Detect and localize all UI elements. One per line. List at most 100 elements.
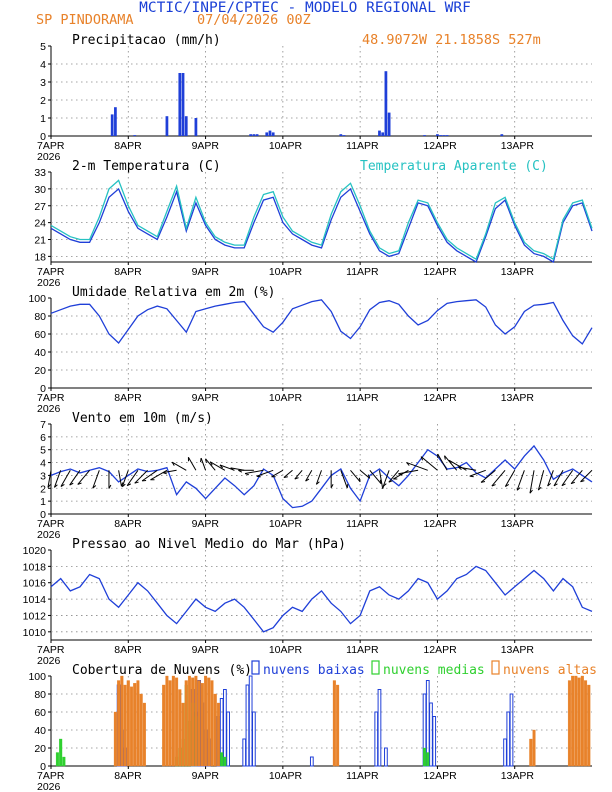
precip-year-label: 2026 (37, 151, 61, 163)
wind-vector (134, 469, 148, 484)
precip-panel-title: Precipitacao (mm/h) (72, 33, 221, 48)
humidity-series-line (50, 299, 593, 345)
clouds-y-tick-label: 40 (34, 725, 46, 737)
precip-y-tick-label: 5 (40, 41, 46, 53)
precip-x-tick-label: 7APR (37, 140, 65, 152)
wind-vector-head (209, 461, 213, 466)
wind-vector-head (388, 480, 393, 483)
cloud-bar-nuvens-altas (113, 711, 117, 767)
cloud-bar-nuvens-medias (220, 752, 224, 767)
wind-vector-head (316, 481, 320, 485)
wind-vector-head (162, 472, 167, 475)
wind-x-tick-label: 9APR (192, 518, 220, 530)
cloud-bar-nuvens-baixas (509, 693, 514, 767)
temperature-y-tick-label: 21 (34, 235, 46, 247)
wind-vector-head (538, 486, 542, 491)
pressure-x-tick-label: 12APR (423, 644, 457, 656)
wind-vector (150, 469, 168, 481)
precip-y-tick-label: 0 (40, 131, 46, 143)
pressure-x-tick-label: 7APR (37, 644, 65, 656)
precip-bar (165, 116, 169, 136)
precip-bar (378, 130, 381, 136)
cloud-bar-nuvens-altas (136, 680, 140, 767)
cloud-bar-nuvens-altas (204, 675, 208, 767)
clouds-year-label: 2026 (37, 781, 61, 792)
cloud-bar-nuvens-baixas (223, 689, 227, 767)
wind-vector-head (505, 484, 510, 487)
precip-bar (445, 135, 449, 136)
temperature-x-tick-label: 8APR (114, 266, 142, 278)
pressure-series-line (50, 565, 593, 633)
wind-vector (580, 469, 593, 483)
wind-vector (118, 470, 122, 487)
wind-vector (244, 469, 264, 475)
precip-y-tick-label: 3 (40, 77, 46, 89)
precip-x-tick-label: 12APR (423, 140, 457, 152)
wind-vector (162, 469, 177, 474)
temperature-x-tick-label: 13APR (501, 266, 535, 278)
temperature-y-tick-label: 30 (34, 184, 46, 196)
wind-vector-head (205, 458, 207, 463)
coords-label: 48.9072W 21.1858S 527m (362, 32, 541, 48)
precip-x-tick-label: 13APR (501, 140, 535, 152)
wind-vector-head (382, 483, 387, 487)
cloud-bar-nuvens-altas (216, 702, 220, 767)
cloud-bar-nuvens-altas (200, 683, 204, 767)
clouds-y-tick-label: 20 (34, 743, 46, 755)
wind-vector-head (238, 469, 243, 473)
temperature-x-tick-label: 9APR (192, 266, 220, 278)
clouds-x-tick-label: 13APR (501, 770, 535, 782)
wind-vector-head (126, 483, 131, 487)
cloud-bar-nuvens-baixas (252, 711, 256, 767)
clouds-x-tick-label: 11APR (346, 770, 379, 782)
humidity-y-tick-label: 100 (28, 293, 46, 305)
cloud-bar-nuvens-altas (187, 675, 191, 767)
wind-vector (398, 469, 419, 475)
wind-vector (60, 470, 71, 487)
temperature-y-tick-label: 27 (34, 201, 46, 213)
cloud-bar-nuvens-altas (587, 684, 591, 767)
cloud-bar-nuvens-medias (62, 756, 66, 767)
clouds-x-tick-label: 7APR (37, 770, 65, 782)
wind-year-label: 2026 (37, 529, 61, 541)
apparent-temperature-legend: Temperatura Aparente (C) (360, 159, 548, 174)
wind-vector-head (219, 464, 224, 469)
cloud-bar-nuvens-altas (191, 677, 195, 767)
precip-x-tick-label: 10APR (269, 140, 303, 152)
wind-vector (141, 469, 158, 482)
cloud-bar-nuvens-altas (574, 675, 578, 767)
wind-vector (283, 469, 293, 478)
pressure-x-tick-label: 13APR (501, 644, 535, 656)
wind-vector (187, 457, 197, 471)
wind-vector (553, 470, 564, 487)
wind-y-tick-label: 4 (40, 458, 46, 470)
wind-vector-head (547, 483, 551, 487)
wind-vector-head (444, 455, 446, 460)
temperature-y-tick-label: 33 (34, 167, 46, 179)
cloud-bar-nuvens-baixas (432, 716, 437, 767)
cloud-bar-nuvens-altas (117, 680, 121, 767)
pressure-x-tick-label: 9APR (192, 644, 220, 656)
wind-vector-head (121, 483, 126, 488)
high-cloud-legend-swatch (491, 660, 500, 675)
wind-vector (271, 469, 284, 478)
high-cloud-legend-label: nuvens altas (503, 663, 597, 678)
precip-bar (439, 135, 443, 136)
clouds-x-tick-label: 8APR (114, 770, 142, 782)
pressure-y-tick-label: 1014 (23, 594, 47, 606)
cloud-bar-nuvens-altas (175, 677, 179, 767)
cloud-bar-nuvens-altas (129, 686, 134, 767)
precip-x-tick-label: 8APR (114, 140, 142, 152)
cloud-bar-nuvens-baixas (503, 738, 507, 767)
humidity-y-tick-label: 20 (34, 365, 46, 377)
cloud-bar-nuvens-altas (184, 680, 188, 767)
cloud-bar-nuvens-altas (142, 702, 146, 767)
wind-vector-head (69, 482, 74, 486)
wind-vector-head (256, 475, 261, 478)
cloud-bar-nuvens-baixas (384, 747, 388, 767)
temperature-series-line (50, 187, 593, 263)
cloud-bar-nuvens-baixas (309, 756, 314, 767)
wind-vector-head (108, 484, 112, 489)
